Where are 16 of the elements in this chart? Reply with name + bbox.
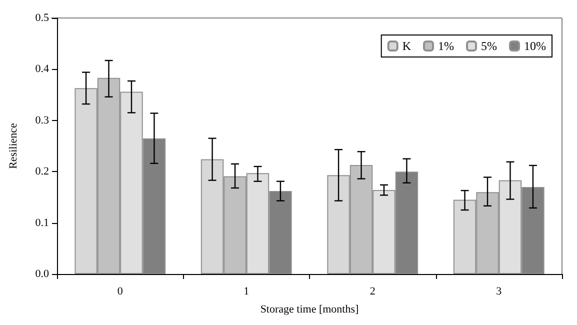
y-tick-label: 0.5 xyxy=(35,12,50,24)
y-tick-label: 0.3 xyxy=(35,114,50,126)
y-tick-label: 0.0 xyxy=(35,268,50,280)
y-tick-label: 0.4 xyxy=(35,63,50,76)
legend-label: 5% xyxy=(481,39,498,53)
x-tick-label: 1 xyxy=(244,286,250,298)
legend-label: 10% xyxy=(524,39,546,53)
y-tick-label: 0.1 xyxy=(35,216,49,229)
legend-label: 1% xyxy=(438,39,454,53)
legend-label: K xyxy=(402,39,412,53)
x-axis-title: Storage time [months] xyxy=(260,304,359,316)
x-tick-label: 2 xyxy=(370,286,376,298)
y-axis-title: Resilience xyxy=(8,122,20,169)
x-tick-label: 0 xyxy=(117,286,124,298)
y-tick-label: 0.2 xyxy=(35,166,49,178)
x-tick-label: 3 xyxy=(496,286,502,298)
